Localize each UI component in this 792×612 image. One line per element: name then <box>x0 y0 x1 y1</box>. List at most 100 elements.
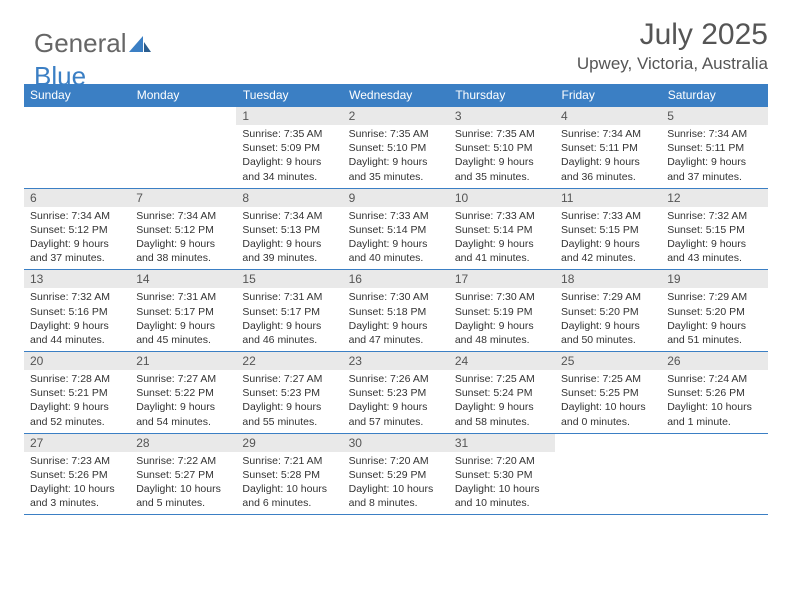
day-details: Sunrise: 7:25 AMSunset: 5:24 PMDaylight:… <box>449 370 555 433</box>
calendar-cell: 10Sunrise: 7:33 AMSunset: 5:14 PMDayligh… <box>449 188 555 270</box>
sunset-line: Sunset: 5:15 PM <box>667 224 745 236</box>
sunrise-line: Sunrise: 7:34 AM <box>561 128 641 140</box>
day-details: Sunrise: 7:34 AMSunset: 5:13 PMDaylight:… <box>236 207 342 270</box>
day-number: 16 <box>343 270 449 288</box>
daylight-line: Daylight: 9 hours and 46 minutes. <box>242 320 321 346</box>
day-details: Sunrise: 7:30 AMSunset: 5:18 PMDaylight:… <box>343 288 449 351</box>
weekday-header: Thursday <box>449 84 555 107</box>
calendar-cell: 3Sunrise: 7:35 AMSunset: 5:10 PMDaylight… <box>449 107 555 189</box>
sunset-line: Sunset: 5:26 PM <box>667 387 745 399</box>
weekday-header: Friday <box>555 84 661 107</box>
sunrise-line: Sunrise: 7:20 AM <box>455 455 535 467</box>
sunrise-line: Sunrise: 7:27 AM <box>242 373 322 385</box>
sunset-line: Sunset: 5:11 PM <box>667 142 744 154</box>
sunrise-line: Sunrise: 7:28 AM <box>30 373 110 385</box>
day-number: 28 <box>130 434 236 452</box>
sunset-line: Sunset: 5:30 PM <box>455 469 533 481</box>
day-details: Sunrise: 7:29 AMSunset: 5:20 PMDaylight:… <box>661 288 767 351</box>
daylight-line: Daylight: 10 hours and 3 minutes. <box>30 483 115 509</box>
day-number: 30 <box>343 434 449 452</box>
day-details: Sunrise: 7:28 AMSunset: 5:21 PMDaylight:… <box>24 370 130 433</box>
day-number: 24 <box>449 352 555 370</box>
sunset-line: Sunset: 5:10 PM <box>455 142 533 154</box>
daylight-line: Daylight: 9 hours and 34 minutes. <box>242 156 321 182</box>
sunrise-line: Sunrise: 7:30 AM <box>455 291 535 303</box>
day-number: 22 <box>236 352 342 370</box>
day-details: Sunrise: 7:33 AMSunset: 5:15 PMDaylight:… <box>555 207 661 270</box>
day-number: 5 <box>661 107 767 125</box>
sunrise-line: Sunrise: 7:35 AM <box>242 128 322 140</box>
brand-part2: Blue <box>34 61 86 91</box>
sunrise-line: Sunrise: 7:29 AM <box>561 291 641 303</box>
sunrise-line: Sunrise: 7:31 AM <box>242 291 322 303</box>
daylight-line: Daylight: 9 hours and 37 minutes. <box>667 156 746 182</box>
sunrise-line: Sunrise: 7:24 AM <box>667 373 747 385</box>
day-number: 14 <box>130 270 236 288</box>
daylight-line: Daylight: 9 hours and 43 minutes. <box>667 238 746 264</box>
sunset-line: Sunset: 5:21 PM <box>30 387 108 399</box>
daylight-line: Daylight: 9 hours and 45 minutes. <box>136 320 215 346</box>
daylight-line: Daylight: 10 hours and 10 minutes. <box>455 483 540 509</box>
day-details: Sunrise: 7:32 AMSunset: 5:16 PMDaylight:… <box>24 288 130 351</box>
sunrise-line: Sunrise: 7:25 AM <box>561 373 641 385</box>
daylight-line: Daylight: 9 hours and 39 minutes. <box>242 238 321 264</box>
daylight-line: Daylight: 9 hours and 42 minutes. <box>561 238 640 264</box>
day-number: 4 <box>555 107 661 125</box>
brand-part1: General <box>34 28 127 58</box>
daylight-line: Daylight: 9 hours and 54 minutes. <box>136 401 215 427</box>
day-details: Sunrise: 7:27 AMSunset: 5:22 PMDaylight:… <box>130 370 236 433</box>
sunset-line: Sunset: 5:11 PM <box>561 142 638 154</box>
calendar-cell: 2Sunrise: 7:35 AMSunset: 5:10 PMDaylight… <box>343 107 449 189</box>
sunrise-line: Sunrise: 7:23 AM <box>30 455 110 467</box>
sunrise-line: Sunrise: 7:22 AM <box>136 455 216 467</box>
day-details: Sunrise: 7:24 AM Sunset: 5:26 PM Daylight:… <box>661 370 767 433</box>
day-number: 10 <box>449 189 555 207</box>
day-number: 3 <box>449 107 555 125</box>
calendar-cell: 28Sunrise: 7:22 AMSunset: 5:27 PMDayligh… <box>130 433 236 515</box>
daylight-line: Daylight: 10 hours and 6 minutes. <box>242 483 327 509</box>
day-number: 25 <box>555 352 661 370</box>
calendar-cell: 26 Sunrise: 7:24 AM Sunset: 5:26 PM Dayligh… <box>661 352 767 434</box>
calendar-cell: 19Sunrise: 7:29 AMSunset: 5:20 PMDayligh… <box>661 270 767 352</box>
calendar-cell: 17Sunrise: 7:30 AMSunset: 5:19 PMDayligh… <box>449 270 555 352</box>
day-details: Sunrise: 7:33 AMSunset: 5:14 PMDaylight:… <box>449 207 555 270</box>
day-number: 26 <box>661 352 767 370</box>
sunrise-line: Sunrise: 7:20 AM <box>349 455 429 467</box>
sunset-line: Sunset: 5:15 PM <box>561 224 639 236</box>
weekday-header: Tuesday <box>236 84 342 107</box>
calendar-row: 1Sunrise: 7:35 AMSunset: 5:09 PMDaylight… <box>24 107 768 189</box>
calendar-cell <box>661 433 767 515</box>
sunset-line: Sunset: 5:09 PM <box>242 142 320 154</box>
daylight-line: Daylight: 9 hours and 55 minutes. <box>242 401 321 427</box>
daylight-line: Daylight: 10 hours and 0 minutes. <box>561 401 646 427</box>
day-details: Sunrise: 7:29 AMSunset: 5:20 PMDaylight:… <box>555 288 661 351</box>
daylight-line: Daylight: 10 hours and 5 minutes. <box>136 483 221 509</box>
calendar-cell: 5Sunrise: 7:34 AMSunset: 5:11 PMDaylight… <box>661 107 767 189</box>
daylight-line: Daylight: 9 hours and 40 minutes. <box>349 238 428 264</box>
sunset-line: Sunset: 5:22 PM <box>136 387 214 399</box>
sunrise-line: Sunrise: 7:34 AM <box>136 210 216 222</box>
calendar-cell <box>130 107 236 189</box>
day-number: 29 <box>236 434 342 452</box>
day-details: Sunrise: 7:33 AMSunset: 5:14 PMDaylight:… <box>343 207 449 270</box>
day-details: Sunrise: 7:25 AM Sunset: 5:25 PM Daylight:… <box>555 370 661 433</box>
day-number: 2 <box>343 107 449 125</box>
daylight-line: Daylight: 9 hours and 57 minutes. <box>349 401 428 427</box>
day-number: 17 <box>449 270 555 288</box>
daylight-line: Daylight: 9 hours and 35 minutes. <box>349 156 428 182</box>
sunset-line: Sunset: 5:25 PM <box>561 387 639 399</box>
day-details: Sunrise: 7:26 AMSunset: 5:23 PMDaylight:… <box>343 370 449 433</box>
sunset-line: Sunset: 5:17 PM <box>136 306 214 318</box>
calendar-cell: 22Sunrise: 7:27 AMSunset: 5:23 PMDayligh… <box>236 352 342 434</box>
day-number: 18 <box>555 270 661 288</box>
day-details: Sunrise: 7:23 AMSunset: 5:26 PMDaylight:… <box>24 452 130 515</box>
calendar-cell: 11Sunrise: 7:33 AMSunset: 5:15 PMDayligh… <box>555 188 661 270</box>
calendar-cell: 29Sunrise: 7:21 AMSunset: 5:28 PMDayligh… <box>236 433 342 515</box>
calendar-cell: 16Sunrise: 7:30 AMSunset: 5:18 PMDayligh… <box>343 270 449 352</box>
calendar-cell: 20Sunrise: 7:28 AMSunset: 5:21 PMDayligh… <box>24 352 130 434</box>
daylight-line: Daylight: 9 hours and 48 minutes. <box>455 320 534 346</box>
day-number: 21 <box>130 352 236 370</box>
day-number: 19 <box>661 270 767 288</box>
daylight-line: Daylight: 10 hours and 1 minute. <box>667 401 752 427</box>
sunset-line: Sunset: 5:18 PM <box>349 306 427 318</box>
